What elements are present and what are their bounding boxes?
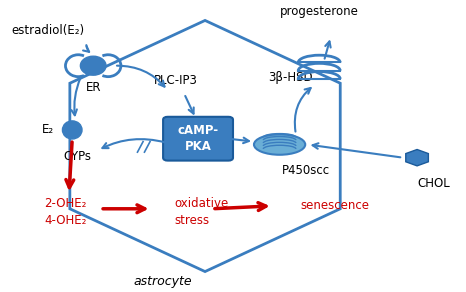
Text: CHOL: CHOL: [417, 178, 450, 190]
Ellipse shape: [254, 134, 305, 155]
Text: CYPs: CYPs: [63, 150, 91, 163]
Text: 3β-HSD: 3β-HSD: [268, 71, 313, 84]
FancyBboxPatch shape: [163, 117, 233, 161]
Text: 2-OHE₂
4-OHE₂: 2-OHE₂ 4-OHE₂: [44, 197, 87, 227]
Text: ER: ER: [86, 81, 102, 94]
Polygon shape: [406, 150, 428, 166]
Ellipse shape: [62, 121, 82, 139]
Text: astrocyte: astrocyte: [134, 275, 192, 288]
Ellipse shape: [81, 56, 106, 75]
Text: senescence: senescence: [301, 199, 370, 212]
Text: cAMP-
PKA: cAMP- PKA: [178, 124, 219, 153]
Text: P450scc: P450scc: [282, 164, 330, 177]
Text: PLC-IP3: PLC-IP3: [154, 74, 198, 87]
Text: oxidative
stress: oxidative stress: [175, 197, 229, 227]
Text: E₂: E₂: [42, 124, 54, 136]
Text: progesterone: progesterone: [280, 5, 358, 18]
Text: estradiol(E₂): estradiol(E₂): [12, 24, 85, 37]
